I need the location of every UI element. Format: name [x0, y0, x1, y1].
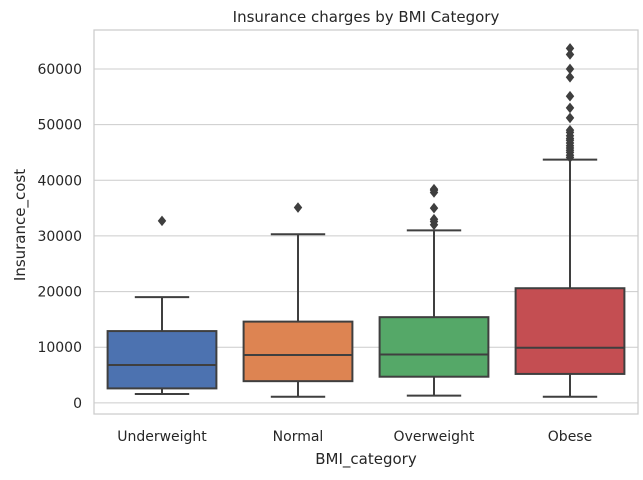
- box-iqr: [514, 287, 626, 375]
- y-tick-label: 20000: [37, 285, 82, 301]
- x-tick-label: Overweight: [394, 429, 475, 445]
- plot-area: [106, 43, 626, 398]
- x-axis-ticks: Underweight Normal Overweight Obese: [117, 429, 592, 445]
- y-axis-label: Insurance_cost: [11, 169, 30, 281]
- y-tick-label: 30000: [37, 229, 82, 245]
- y-tick-label: 60000: [37, 62, 82, 78]
- outlier-point: [565, 102, 575, 114]
- box-iqr: [106, 330, 218, 390]
- box-iqr: [242, 320, 354, 383]
- outlier-point: [429, 183, 439, 195]
- outlier-point: [157, 215, 167, 227]
- outlier-point: [565, 72, 575, 83]
- box-overweight: [378, 183, 490, 397]
- x-axis-label: BMI_category: [315, 450, 417, 469]
- box-obese: [514, 43, 626, 398]
- y-tick-label: 10000: [37, 340, 82, 356]
- y-tick-label: 0: [73, 396, 82, 412]
- chart-title: Insurance charges by BMI Category: [233, 8, 500, 26]
- outlier-point: [293, 202, 303, 213]
- box-normal: [242, 202, 354, 398]
- box-underweight: [106, 215, 218, 395]
- box-iqr: [378, 316, 490, 378]
- outlier-point: [565, 63, 575, 75]
- y-axis-ticks: 0 10000 20000 30000 40000 50000 60000: [37, 62, 82, 412]
- x-tick-label: Normal: [273, 429, 324, 445]
- x-tick-label: Obese: [548, 429, 592, 445]
- outlier-point: [429, 202, 439, 214]
- x-tick-label: Underweight: [117, 429, 207, 445]
- outlier-point: [429, 213, 439, 225]
- outlier-point: [565, 43, 575, 54]
- plot-frame: [93, 29, 639, 415]
- outlier-point: [565, 124, 575, 136]
- outlier-point: [565, 112, 575, 124]
- outlier-point: [565, 90, 575, 102]
- outlier-point: [565, 49, 575, 60]
- y-tick-label: 40000: [37, 173, 82, 189]
- y-tick-label: 50000: [37, 118, 82, 134]
